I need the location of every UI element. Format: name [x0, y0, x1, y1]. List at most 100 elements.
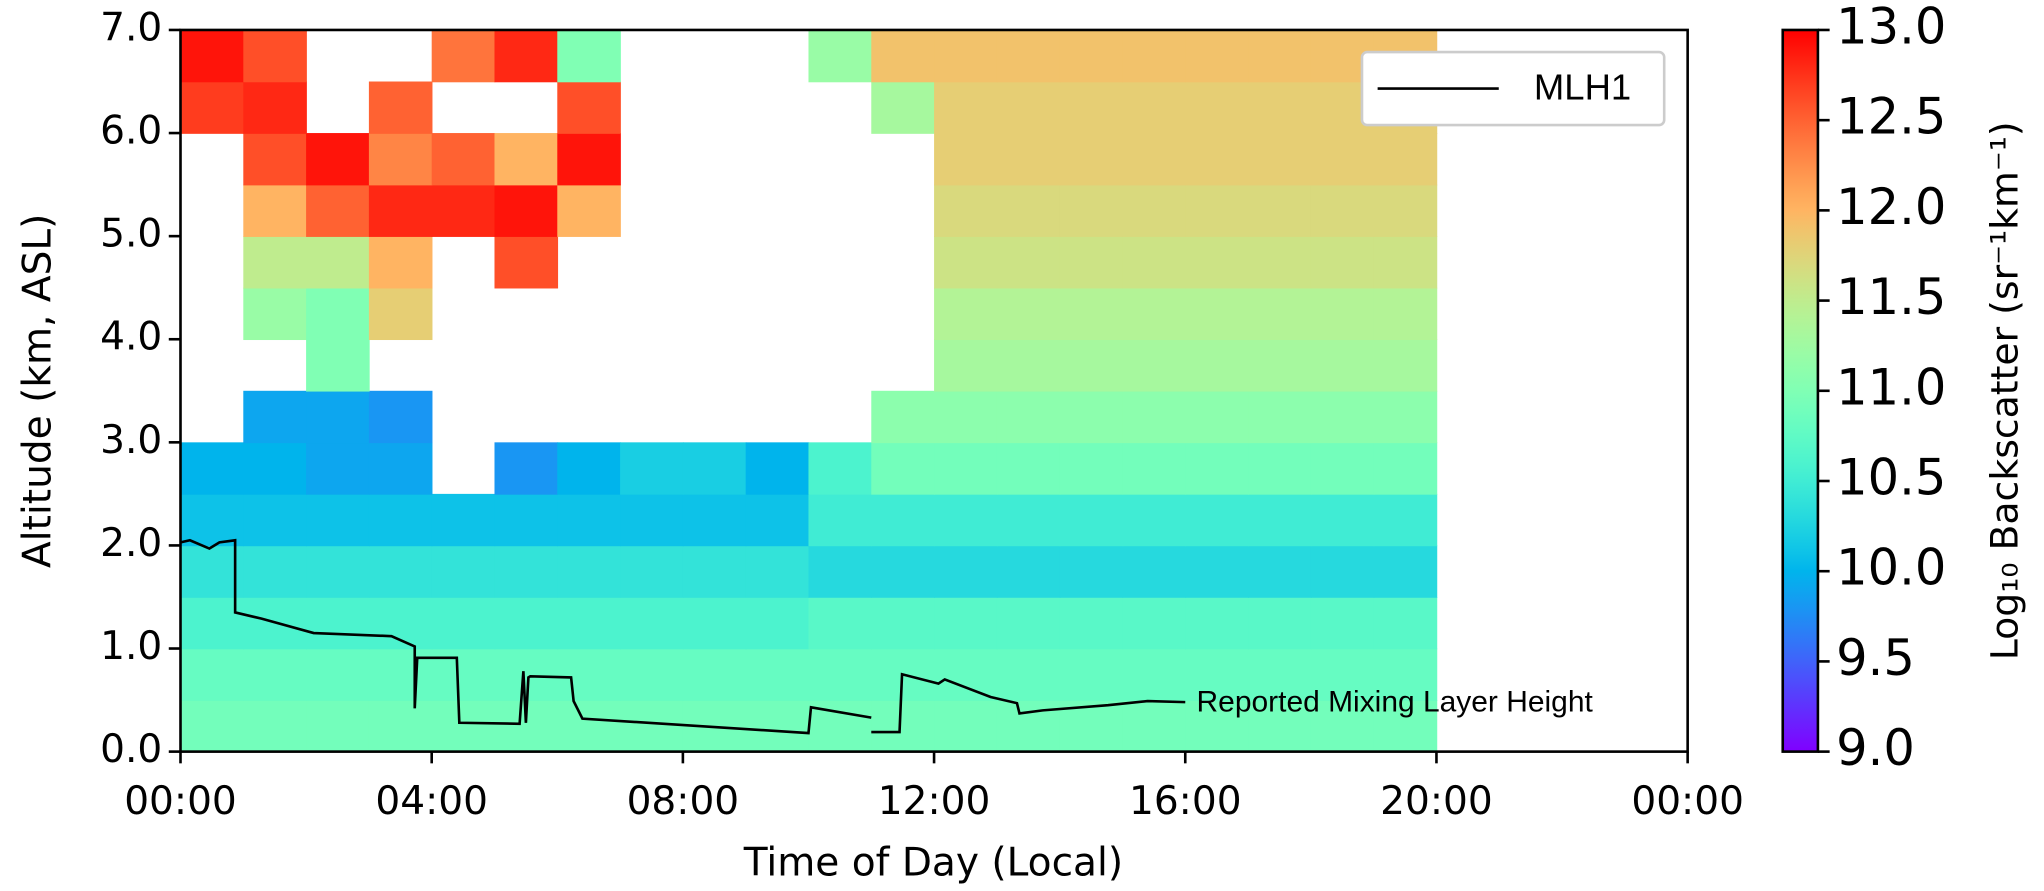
heatmap-cell [1185, 133, 1249, 186]
heatmap-cell [368, 81, 433, 134]
heatmap-cell [871, 596, 935, 650]
heatmap-cell [1122, 339, 1187, 392]
heatmap-cell [996, 29, 1061, 83]
y-tick-label: 2.0 [100, 521, 162, 566]
heatmap-cell [243, 81, 307, 134]
colorbar-tick-label: 12.0 [1836, 178, 1946, 236]
heatmap-cell [180, 596, 245, 650]
heatmap-cell [620, 596, 684, 650]
heatmap-cell [996, 236, 1061, 289]
heatmap-cell [368, 648, 433, 701]
heatmap-cell [1059, 184, 1124, 237]
heatmap-cell [1373, 339, 1438, 392]
heatmap-cell [808, 596, 873, 650]
heatmap-cell [431, 545, 496, 598]
mlh-line [180, 538, 1186, 735]
heatmap-cell [934, 442, 998, 495]
heatmap-cell [1122, 287, 1187, 341]
x-tick-label: 16:00 [1129, 779, 1242, 824]
y-tick-label: 1.0 [100, 624, 162, 669]
heatmap-cell [243, 545, 307, 598]
x-tick-label: 00:00 [124, 779, 237, 824]
heatmap-cell [620, 648, 684, 701]
heatmap-cell [1373, 184, 1438, 237]
heatmap-cell [1310, 545, 1375, 598]
heatmap-cell [557, 442, 621, 495]
y-tick-label: 5.0 [100, 212, 162, 257]
heatmap-cell [808, 442, 873, 495]
heatmap-cell [934, 236, 998, 289]
heatmap-cell [243, 493, 307, 547]
heatmap-cell [368, 236, 433, 289]
heatmap-cell [494, 648, 559, 701]
heatmap-cell [1310, 339, 1375, 392]
heatmap-cell [1122, 648, 1187, 701]
heatmap-cell [1122, 29, 1187, 83]
heatmap-cell [494, 545, 559, 598]
heatmap-cell [1122, 493, 1187, 547]
heatmap-cell [1373, 390, 1438, 444]
heatmap-cell [1185, 545, 1249, 598]
heatmap-cell [180, 81, 245, 134]
heatmap-cell [745, 648, 810, 701]
heatmap-cell [368, 133, 433, 186]
heatmap-cell [1248, 339, 1312, 392]
heatmap-cell [745, 545, 810, 598]
heatmap-cell [243, 29, 307, 83]
heatmap-cell [494, 493, 559, 547]
heatmap-cell [1185, 339, 1249, 392]
heatmap-cell [871, 545, 935, 598]
heatmap-cell [306, 339, 370, 392]
heatmap-cell [1122, 700, 1187, 753]
colorbar-tick-label: 13.0 [1836, 0, 1946, 55]
heatmap-cell [1122, 442, 1187, 495]
heatmap-cell [934, 390, 998, 444]
heatmap-cell [1059, 81, 1124, 134]
heatmap-cell [996, 442, 1061, 495]
heatmap-cell [682, 442, 747, 495]
heatmap-cell [871, 29, 935, 83]
y-tick-label: 6.0 [100, 109, 162, 154]
heatmap-cell [996, 390, 1061, 444]
heatmap-cell [243, 700, 307, 753]
heatmap-cell [1373, 545, 1438, 598]
heatmap-cell [996, 648, 1061, 701]
heatmap-cell [1122, 236, 1187, 289]
heatmap-cell [934, 133, 998, 186]
heatmap-cell [1059, 287, 1124, 341]
heatmap-cell [243, 648, 307, 701]
heatmap-cell [1310, 648, 1375, 701]
heatmap-cell [620, 493, 684, 547]
heatmap-cell [494, 596, 559, 650]
heatmap-cell [1059, 442, 1124, 495]
heatmap-cell [871, 442, 935, 495]
heatmap-cell [368, 545, 433, 598]
annotation: Reported Mixing Layer Height [1197, 685, 1594, 718]
heatmap-cell [306, 236, 370, 289]
heatmap-cell [934, 287, 998, 341]
heatmap-cell [996, 339, 1061, 392]
heatmap-cell [557, 545, 621, 598]
heatmap-cell [1185, 700, 1249, 753]
heatmap-cell [1248, 29, 1312, 83]
heatmap-cell [180, 648, 245, 701]
heatmap-cell [557, 133, 621, 186]
heatmap-cell [1185, 442, 1249, 495]
heatmap-cell [306, 287, 370, 341]
colorbar [1781, 28, 1820, 753]
heatmap-cell [1185, 236, 1249, 289]
heatmap-cell [1248, 133, 1312, 186]
heatmap-cell [1373, 287, 1438, 341]
heatmap-cell [1248, 700, 1312, 753]
x-tick-label: 12:00 [878, 779, 991, 824]
heatmap-cell [934, 648, 998, 701]
heatmap-cell [1373, 236, 1438, 289]
heatmap-cell [368, 287, 433, 341]
heatmap-cell [431, 493, 496, 547]
heatmap-cell [243, 236, 307, 289]
heatmap-cell [996, 184, 1061, 237]
heatmap-cell [1248, 545, 1312, 598]
heatmap-cell [557, 184, 621, 237]
heatmap-cell [934, 493, 998, 547]
heatmap-cell [682, 648, 747, 701]
